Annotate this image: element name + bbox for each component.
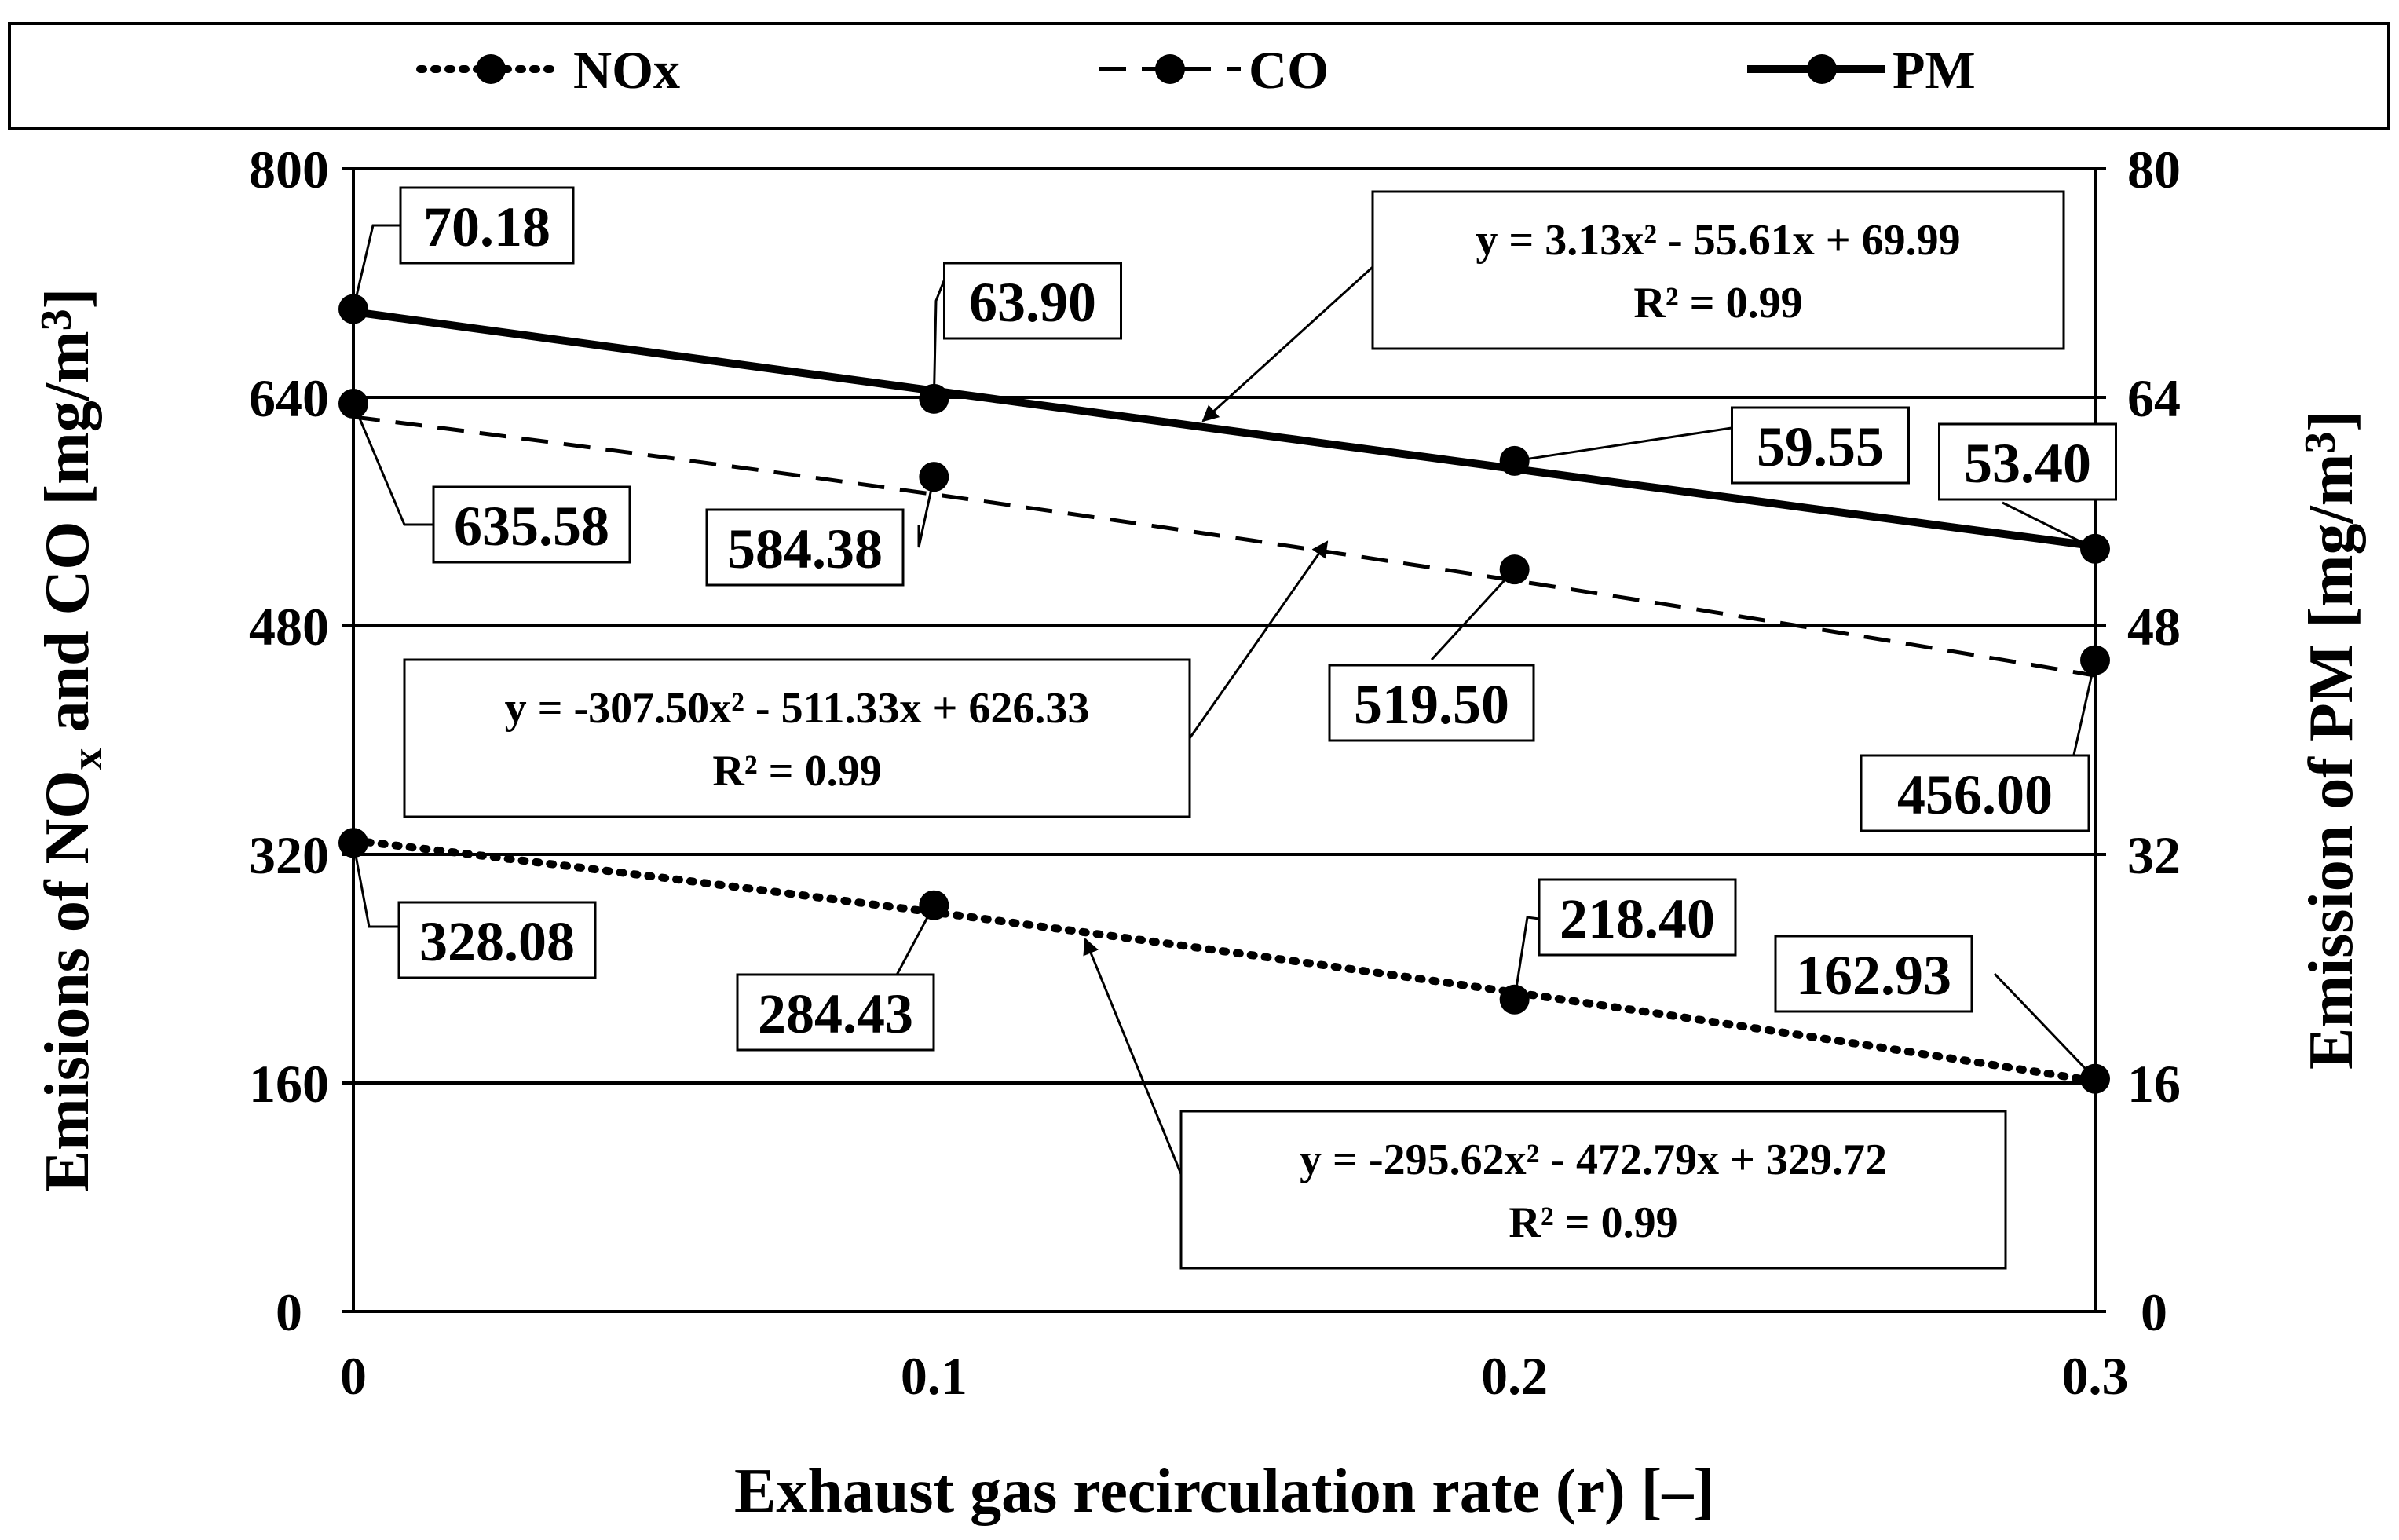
data-label-co-0: 635.58	[454, 495, 609, 558]
equations: y = -295.62x² - 472.79x + 329.72 R² = 0.9…	[403, 190, 2065, 1270]
leader-co-2	[1430, 569, 1516, 661]
legend-label-co: CO	[1249, 40, 1329, 100]
y-left-tick-label: 480	[249, 597, 329, 657]
y-left-tick-label: 640	[249, 368, 329, 428]
leaders	[352, 224, 2097, 1080]
leader-nox-0	[352, 843, 399, 928]
equation-text-nox: y = -295.62x² - 472.79x + 329.72	[1300, 1136, 1887, 1184]
equation-text-pm: y = 3.13x² - 55.61x + 69.99	[1476, 216, 1960, 265]
legend-marker-co	[1155, 54, 1185, 84]
data-label-co-3: 456.00	[1897, 763, 2053, 826]
trendline-nox	[349, 836, 2099, 1085]
y-axis-title-right: Emission of PM [mg/m3]	[2296, 411, 2366, 1070]
leader-co-0	[352, 403, 433, 526]
r2-text-co: R² = 0.99	[712, 747, 881, 796]
leader-pm-1	[932, 274, 948, 399]
label-box-pm-3	[1938, 422, 2117, 501]
legend-label-nox: NOx	[573, 40, 680, 100]
equation-arrow-nox	[1083, 938, 1183, 1175]
legend: NOx CO PM	[8, 22, 2390, 130]
equation-box-nox	[1179, 1110, 2007, 1270]
r2-text-pm: R² = 0.99	[1633, 279, 1802, 327]
equation-arrow-pm	[1201, 265, 1374, 422]
leader-co-1	[917, 476, 935, 548]
leader-nox-3	[1993, 972, 2097, 1080]
x-axis-title: Exhaust gas recirculation rate (r) [–]	[734, 1457, 1714, 1526]
leader-pm-3	[2002, 501, 2096, 551]
grid	[353, 167, 2095, 1085]
data-label-pm-1: 63.90	[969, 271, 1096, 334]
equation-box-pm	[1371, 190, 2065, 350]
equation-text-co: y = -307.50x² - 511.33x + 626.33	[505, 684, 1090, 733]
label-box-co-1	[705, 508, 905, 587]
legend-marker-pm	[1807, 54, 1837, 84]
leader-pm-0	[352, 224, 408, 309]
data-label-co-2: 519.50	[1354, 673, 1509, 736]
label-box-nox-1	[736, 973, 935, 1052]
y-right-tick-label: 64	[2127, 368, 2181, 428]
axis-titles: Exhaust gas recirculation rate (r) [–] Em…	[32, 288, 2366, 1526]
label-box-nox-2	[1538, 878, 1737, 957]
r2-text-nox: R² = 0.99	[1509, 1198, 1677, 1247]
data-label-pm-0: 70.18	[423, 196, 550, 258]
y-left-tick-label: 160	[249, 1054, 329, 1114]
y-left-tick-label: 0	[276, 1282, 302, 1342]
label-box-co-2	[1328, 664, 1535, 742]
x-tick-label: 0	[340, 1346, 367, 1406]
data-label-nox-3: 162.93	[1796, 944, 1951, 1007]
y-axis-title-left: Emisions of NOx and CO [mg/m3]	[32, 288, 112, 1193]
x-tick-label: 0.2	[1481, 1346, 1548, 1406]
label-box-pm-2	[1731, 406, 1910, 485]
label-box-nox-0	[397, 901, 597, 979]
data-label-nox-2: 218.40	[1560, 887, 1715, 950]
leader-nox-2	[1513, 916, 1540, 1000]
label-box-nox-3	[1774, 935, 1973, 1013]
label-box-pm-1	[943, 262, 1122, 340]
x-tick-label: 0.1	[901, 1346, 967, 1406]
data-label-pm-3: 53.40	[1964, 432, 2091, 495]
legend-label-pm: PM	[1893, 40, 1976, 100]
data-label-pm-2: 59.55	[1757, 415, 1884, 478]
label-box-co-3	[1860, 754, 2090, 832]
leader-nox-1	[894, 904, 935, 979]
y-right-tick-label: 16	[2127, 1054, 2181, 1114]
equation-arrow-co	[1188, 540, 1329, 739]
x-tick-label: 0.3	[2062, 1346, 2129, 1406]
legend-frame	[8, 22, 2390, 130]
label-box-co-0	[432, 485, 631, 564]
y-right-tick-label: 0	[2141, 1282, 2167, 1342]
legend-marker-nox	[476, 54, 506, 84]
y-right-tick-label: 48	[2127, 597, 2181, 657]
equation-box-co	[403, 658, 1191, 818]
label-box-pm-0	[399, 186, 575, 265]
leader-pm-2	[1514, 426, 1732, 463]
trendline-co	[353, 415, 2096, 678]
data-label-co-1: 584.38	[727, 518, 883, 580]
data-label-nox-0: 328.08	[419, 910, 575, 973]
trendline-pm	[353, 308, 2096, 551]
y-right-tick-label: 80	[2127, 140, 2181, 199]
data-labels: 328.08 284.43 218.40 162.93 635.58 584.38 519.…	[397, 186, 2117, 1052]
y-right-tick-label: 32	[2127, 825, 2181, 885]
data-label-nox-1: 284.43	[758, 982, 913, 1045]
y-left-tick-label: 800	[249, 140, 329, 199]
y-left-tick-label: 320	[249, 825, 329, 885]
